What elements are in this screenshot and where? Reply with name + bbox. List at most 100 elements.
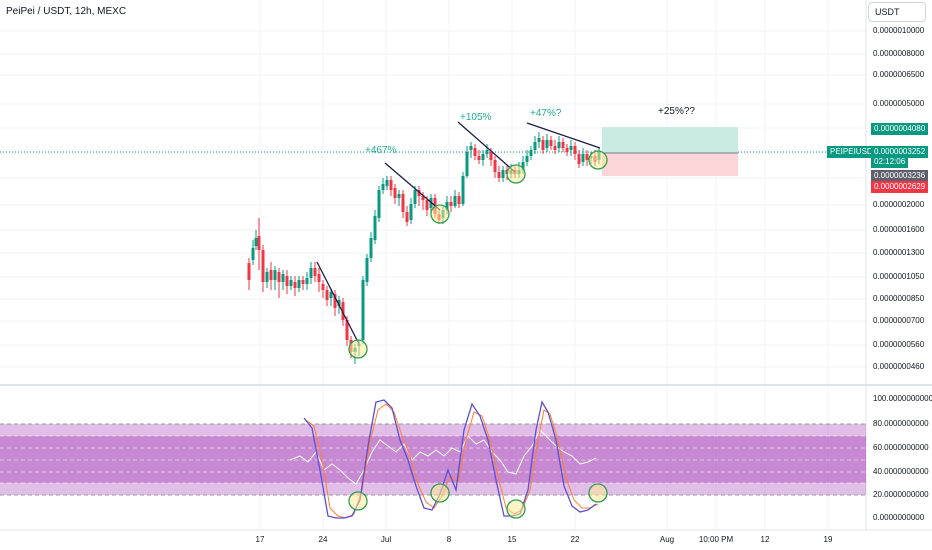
highlight-circle xyxy=(430,204,450,224)
time-tick-label: 22 xyxy=(570,535,580,544)
oscillator-tick-label: 60.0000000000 xyxy=(873,443,929,452)
candle-body xyxy=(289,280,293,286)
candle-body xyxy=(301,280,305,284)
candle-body xyxy=(557,142,561,148)
candle-body xyxy=(469,146,473,150)
time-tick-label: Aug xyxy=(659,535,675,544)
candle-body xyxy=(389,180,393,190)
candle-body xyxy=(565,148,569,152)
candle-body xyxy=(257,236,261,250)
annotation-467: +467% xyxy=(365,145,397,156)
highlight-circle xyxy=(348,491,368,511)
candle-body xyxy=(373,216,377,240)
candle-body xyxy=(537,138,541,142)
candle-body xyxy=(541,140,545,150)
candle-body xyxy=(421,196,425,200)
candle-body xyxy=(365,258,369,282)
time-tick-label: 17 xyxy=(255,535,265,544)
trendline xyxy=(526,122,601,149)
candle-body xyxy=(413,190,417,204)
candle-body xyxy=(461,176,465,204)
stop-price-badge: 0.0000002629 xyxy=(871,181,929,193)
candle-body xyxy=(501,170,505,178)
candle-body xyxy=(254,238,258,246)
price-tick-label: 0.0000000560 xyxy=(873,340,925,349)
candle-body xyxy=(397,194,401,198)
candle-body xyxy=(521,162,525,170)
candle-body xyxy=(281,274,285,282)
candle-body xyxy=(405,212,409,222)
price-tick-label: 0.0000000850 xyxy=(873,294,925,303)
candle-body xyxy=(309,268,313,278)
candle-body xyxy=(313,268,317,276)
candle-body xyxy=(377,190,381,218)
candle-body xyxy=(545,140,549,148)
stoch-k-line xyxy=(303,399,597,519)
highlight-circle xyxy=(430,483,450,503)
price-tick-label: 0.0000002000 xyxy=(873,200,925,209)
candle-body xyxy=(573,146,577,154)
candle-body xyxy=(337,300,341,306)
candle-body xyxy=(417,190,421,196)
candle-body xyxy=(489,152,493,160)
candle-body xyxy=(329,292,333,298)
time-tick-label: Jul xyxy=(380,535,392,544)
candle-body xyxy=(485,150,489,154)
oscillator-tick-label: 100.0000000000 xyxy=(873,394,932,403)
candle-body xyxy=(333,294,337,308)
candle-body xyxy=(251,248,255,260)
candle-body xyxy=(481,154,485,160)
highlight-circle xyxy=(588,150,608,170)
candle-body xyxy=(321,284,325,290)
candle-body xyxy=(401,194,405,212)
time-tick-label: 15 xyxy=(507,535,517,544)
trendline xyxy=(384,162,441,211)
candle-body xyxy=(345,320,349,340)
price-tick-label: 0.0000010000 xyxy=(873,26,925,35)
candle-body xyxy=(385,180,389,186)
price-tick-label: 0.0000001050 xyxy=(873,272,925,281)
candle-body xyxy=(477,156,481,160)
time-tick-label: 24 xyxy=(318,535,328,544)
price-tick-label: 0.0000001600 xyxy=(873,225,925,234)
candle-body xyxy=(381,184,385,190)
symbol-badge: PEIPEIUSDT xyxy=(827,146,881,158)
entry-price-badge: 0.0000003236 xyxy=(871,170,929,182)
candle-body xyxy=(369,238,373,258)
candle-body xyxy=(529,150,533,156)
time-tick-label: 10:00 PM xyxy=(698,535,734,544)
time-tick-label: 12 xyxy=(760,535,770,544)
currency-button[interactable]: USDT xyxy=(868,2,926,22)
last-price-badge: 0.0000003252 xyxy=(871,146,929,158)
stop-zone xyxy=(602,153,738,176)
trendline xyxy=(316,261,360,345)
price-tick-label: 0.0000005000 xyxy=(873,99,925,108)
candle-body xyxy=(497,172,501,178)
candle-body xyxy=(277,272,281,282)
target-price-badge: 0.0000004080 xyxy=(871,123,929,135)
candle-body xyxy=(425,200,429,210)
candle-body xyxy=(581,154,585,162)
oscillator-tick-label: 80.0000000000 xyxy=(873,419,929,428)
candle-body xyxy=(269,270,273,280)
candle-body xyxy=(445,202,449,210)
price-tick-label: 0.0000000700 xyxy=(873,316,925,325)
candle-body xyxy=(297,280,301,288)
annotation-47: +47%? xyxy=(530,108,562,119)
highlight-circle xyxy=(348,339,368,359)
candle-body xyxy=(325,290,329,300)
candle-body xyxy=(449,202,453,206)
candle-body xyxy=(393,188,397,198)
oscillator-tick-label: 40.0000000000 xyxy=(873,467,929,476)
candle-body xyxy=(285,276,289,286)
candle-body xyxy=(533,142,537,150)
candle-body xyxy=(317,274,321,282)
candle-body xyxy=(577,154,581,164)
highlight-circle xyxy=(506,499,526,519)
candle-body xyxy=(457,196,461,204)
candle-body xyxy=(561,142,565,148)
symbol-title[interactable]: PeiPei / USDT, 12h, MEXC xyxy=(6,6,127,17)
price-tick-label: 0.0000000460 xyxy=(873,362,925,371)
annotation-25: +25%?? xyxy=(658,106,695,117)
